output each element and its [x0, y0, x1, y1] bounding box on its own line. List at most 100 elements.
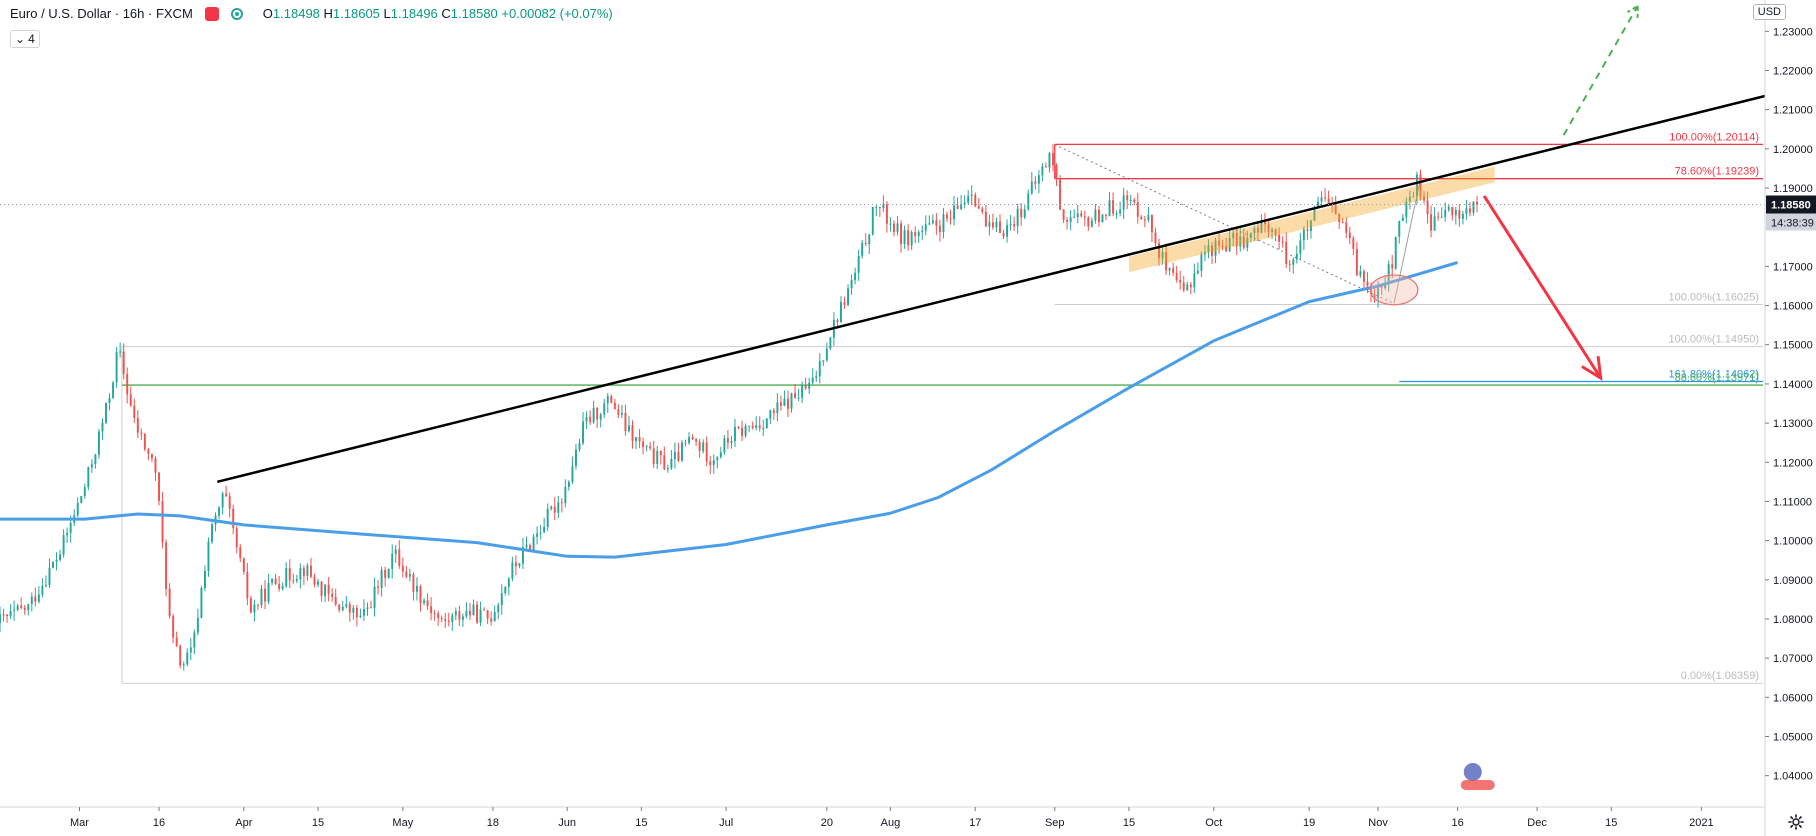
- candle[interactable]: [656, 445, 659, 470]
- candle[interactable]: [267, 573, 270, 605]
- candle[interactable]: [203, 565, 206, 592]
- candle[interactable]: [483, 607, 486, 611]
- candle[interactable]: [801, 381, 804, 404]
- candle[interactable]: [815, 370, 818, 382]
- candle[interactable]: [1172, 262, 1175, 277]
- candle[interactable]: [16, 603, 19, 612]
- candle[interactable]: [794, 383, 797, 399]
- candle[interactable]: [1119, 201, 1122, 217]
- candle[interactable]: [331, 588, 334, 602]
- candlesticks[interactable]: [0, 143, 1478, 671]
- candle[interactable]: [105, 402, 107, 425]
- candle[interactable]: [1196, 262, 1199, 275]
- candle[interactable]: [567, 480, 570, 491]
- candle[interactable]: [172, 613, 175, 644]
- candle[interactable]: [1292, 257, 1295, 274]
- candle[interactable]: [391, 544, 394, 579]
- candle[interactable]: [334, 588, 337, 607]
- candle[interactable]: [1355, 241, 1358, 276]
- candle[interactable]: [1090, 217, 1093, 228]
- candle[interactable]: [942, 207, 945, 239]
- candle[interactable]: [90, 459, 93, 473]
- candle[interactable]: [6, 614, 9, 623]
- candle[interactable]: [1341, 217, 1344, 224]
- candle[interactable]: [345, 595, 348, 609]
- current-price-badge[interactable]: [1766, 195, 1816, 214]
- candle[interactable]: [1299, 233, 1302, 260]
- candle[interactable]: [1044, 162, 1047, 168]
- candle[interactable]: [55, 552, 58, 571]
- candle[interactable]: [430, 596, 433, 621]
- candle[interactable]: [1207, 239, 1210, 259]
- candle[interactable]: [0, 606, 1, 633]
- candle[interactable]: [493, 605, 496, 622]
- candle[interactable]: [1133, 198, 1136, 206]
- candle[interactable]: [698, 438, 701, 458]
- candle[interactable]: [1348, 226, 1351, 245]
- candle[interactable]: [490, 611, 493, 626]
- candle[interactable]: [620, 404, 623, 419]
- candle[interactable]: [1264, 212, 1266, 233]
- candle[interactable]: [182, 661, 185, 671]
- candle[interactable]: [1278, 227, 1281, 250]
- candle[interactable]: [1094, 203, 1097, 224]
- candle[interactable]: [175, 631, 178, 648]
- candle[interactable]: [232, 504, 235, 535]
- candle[interactable]: [991, 213, 994, 230]
- candle[interactable]: [412, 572, 415, 601]
- candle[interactable]: [348, 601, 351, 622]
- candle[interactable]: [1405, 197, 1408, 224]
- candle[interactable]: [1143, 215, 1146, 228]
- candle[interactable]: [1228, 229, 1231, 252]
- candle[interactable]: [553, 496, 556, 521]
- candle[interactable]: [34, 587, 37, 607]
- candle[interactable]: [370, 600, 372, 609]
- candle[interactable]: [1437, 211, 1440, 221]
- candle[interactable]: [218, 505, 221, 520]
- candle[interactable]: [458, 605, 461, 626]
- candle[interactable]: [1242, 228, 1245, 250]
- candle[interactable]: [165, 539, 168, 597]
- ma-200-line[interactable]: [0, 261, 1459, 559]
- candle[interactable]: [440, 615, 443, 623]
- candle[interactable]: [861, 239, 864, 259]
- candle[interactable]: [673, 442, 676, 469]
- candle[interactable]: [988, 214, 991, 236]
- candle[interactable]: [889, 217, 892, 232]
- candle[interactable]: [1203, 244, 1206, 262]
- candle[interactable]: [613, 398, 616, 410]
- candle[interactable]: [723, 435, 726, 456]
- candle[interactable]: [1465, 200, 1468, 220]
- candle[interactable]: [112, 380, 115, 399]
- candle[interactable]: [154, 456, 157, 481]
- candle[interactable]: [355, 604, 358, 627]
- candle[interactable]: [719, 446, 722, 459]
- candle[interactable]: [373, 577, 376, 617]
- candle[interactable]: [1239, 227, 1242, 252]
- candle[interactable]: [306, 563, 309, 581]
- candle[interactable]: [981, 206, 984, 215]
- candle[interactable]: [1408, 190, 1411, 210]
- candle[interactable]: [574, 444, 577, 470]
- candle[interactable]: [1182, 275, 1185, 293]
- candle[interactable]: [1140, 214, 1143, 220]
- candle[interactable]: [1285, 232, 1288, 268]
- candle[interactable]: [2, 608, 5, 622]
- candle[interactable]: [408, 568, 411, 582]
- candle[interactable]: [249, 595, 252, 614]
- candle[interactable]: [1161, 247, 1164, 265]
- candle[interactable]: [136, 410, 139, 439]
- candle[interactable]: [900, 220, 903, 253]
- candle[interactable]: [384, 566, 387, 587]
- candle[interactable]: [1235, 227, 1238, 256]
- candle[interactable]: [903, 225, 906, 249]
- candle[interactable]: [921, 225, 924, 241]
- candle[interactable]: [401, 557, 404, 578]
- candle[interactable]: [1002, 229, 1005, 240]
- candle[interactable]: [557, 496, 560, 519]
- candle[interactable]: [454, 607, 457, 621]
- candle[interactable]: [956, 197, 959, 210]
- candle[interactable]: [582, 412, 585, 446]
- candle[interactable]: [606, 393, 609, 413]
- candle[interactable]: [1013, 216, 1016, 231]
